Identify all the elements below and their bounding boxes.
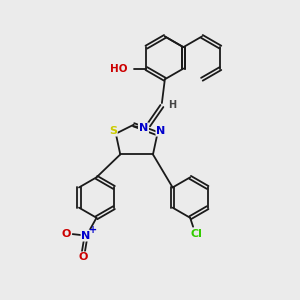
Text: N: N [82,231,91,241]
Text: HO: HO [110,64,128,74]
Text: N: N [139,123,148,133]
Text: H: H [168,100,176,110]
Text: O: O [61,229,71,239]
Text: N: N [156,126,166,136]
Text: O: O [78,252,88,262]
Text: +: + [88,225,97,235]
Text: Cl: Cl [190,229,202,239]
Text: S: S [109,126,117,136]
